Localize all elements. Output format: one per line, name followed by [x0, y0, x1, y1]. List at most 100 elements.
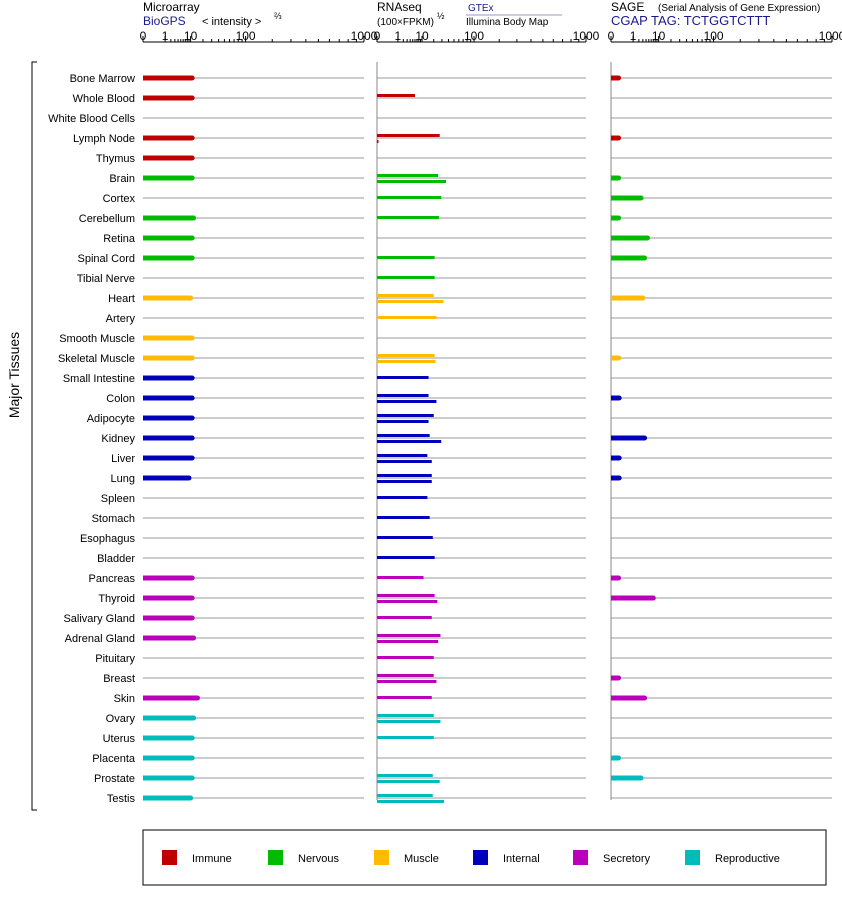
tissue-label: Thyroid [98, 593, 135, 605]
tissue-label: Prostate [94, 773, 135, 785]
tissue-label: Placenta [92, 753, 136, 765]
legend-swatch-immune [162, 850, 177, 865]
tissue-label: Whole Blood [73, 93, 135, 105]
bar [143, 715, 194, 721]
bar-cap [616, 75, 622, 81]
bar [377, 736, 434, 739]
tissue-label: Cerebellum [79, 213, 135, 225]
legend-label-secretory: Secretory [603, 853, 651, 865]
bar-cap [189, 755, 195, 761]
bar-cap [616, 395, 622, 401]
bar [143, 415, 193, 421]
bar-cap [189, 255, 195, 261]
tissue-label: Breast [103, 673, 135, 685]
tick-label: 100 [464, 29, 484, 43]
microarray-scale-exponent: ⅔ [274, 11, 282, 21]
bar [143, 455, 193, 461]
bar-layer [143, 75, 656, 803]
bar-cap [189, 335, 195, 341]
bar [377, 634, 441, 637]
rnaseq-scale-label: (100×FPKM) [377, 17, 434, 28]
bar-cap [189, 615, 195, 621]
bar [377, 674, 434, 677]
bar [377, 714, 434, 717]
bar [377, 174, 439, 177]
bar [377, 800, 445, 803]
bar-cap [189, 175, 195, 181]
bar-cap [616, 175, 622, 181]
bar [377, 696, 432, 699]
bar-cap [195, 695, 201, 701]
bar [143, 255, 193, 261]
grid-layer [143, 62, 832, 800]
rnaseq-title: RNAseq [377, 0, 422, 14]
bar [611, 75, 619, 81]
bar [611, 175, 619, 181]
bar [143, 735, 193, 741]
tissue-label: Adrenal Gland [65, 633, 135, 645]
tissue-label-layer: Bone Marrow Whole Blood White Blood Cells L… [48, 73, 136, 805]
legend-label-internal: Internal [503, 853, 540, 865]
tissue-label: Artery [106, 313, 136, 325]
tissue-label: Retina [103, 233, 136, 245]
microarray-source: BioGPS [143, 14, 186, 28]
bar-cap [189, 455, 195, 461]
tissue-label: Liver [111, 453, 135, 465]
tissue-label: Spleen [101, 493, 135, 505]
tissue-label: Lymph Node [73, 133, 135, 145]
bar-cap [638, 775, 644, 781]
bar [377, 376, 429, 379]
bar [377, 680, 437, 683]
bar [143, 595, 193, 601]
gtex-label: GTEx [468, 3, 494, 14]
bar-cap [188, 795, 194, 801]
bar [377, 656, 434, 659]
bar [143, 795, 191, 801]
tissue-label: Pituitary [95, 653, 135, 665]
tissue-label: Heart [108, 293, 135, 305]
bar [143, 335, 193, 341]
sage-tag: CGAP TAG: TCTGGTCTTT [611, 13, 770, 28]
bar [377, 216, 439, 219]
bar-cap [189, 135, 195, 141]
legend-swatch-internal [473, 850, 488, 865]
bar-cap [189, 415, 195, 421]
bar [143, 135, 193, 141]
tissue-label: Stomach [92, 513, 135, 525]
legend-label-immune: Immune [192, 853, 232, 865]
bar-cap [189, 235, 195, 241]
bar [611, 435, 645, 441]
bar [377, 180, 447, 183]
tick-label: 100 [236, 29, 256, 43]
tissue-bracket [31, 61, 37, 811]
tissue-label: Pancreas [89, 573, 136, 585]
bar-cap [616, 455, 622, 461]
bar [377, 394, 429, 397]
bar [143, 695, 198, 701]
bar [143, 155, 193, 161]
bar [143, 355, 193, 361]
tissue-label: Salivary Gland [63, 613, 135, 625]
bar [611, 755, 619, 761]
bar [377, 516, 430, 519]
bar-cap [189, 595, 195, 601]
legend-swatch-nervous [268, 850, 283, 865]
bar [377, 414, 434, 417]
bar [377, 434, 430, 437]
legend-label-muscle: Muscle [404, 853, 439, 865]
bar [377, 556, 435, 559]
bar [377, 480, 432, 483]
axis-layer: 011010010000110100100001101001000 [140, 29, 842, 43]
bar [377, 276, 435, 279]
bar-cap [189, 575, 195, 581]
bar [611, 595, 654, 601]
bar [143, 755, 193, 761]
bar [377, 134, 440, 137]
bar [143, 635, 194, 641]
bar [377, 316, 437, 319]
bar-cap [189, 155, 195, 161]
bar [377, 354, 435, 357]
tissue-label: Testis [107, 793, 136, 805]
bar-cap [616, 215, 622, 221]
